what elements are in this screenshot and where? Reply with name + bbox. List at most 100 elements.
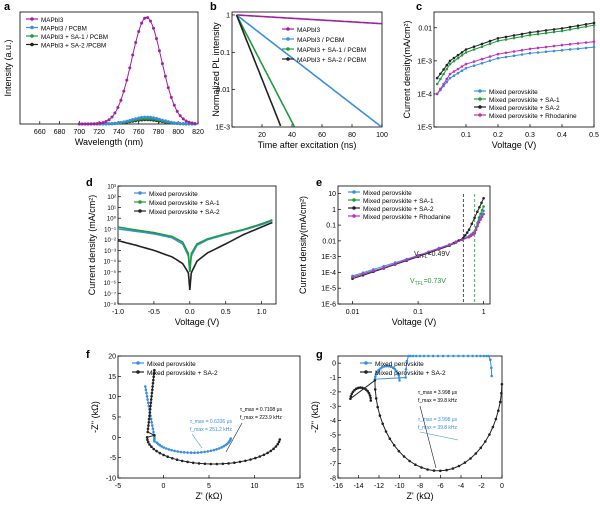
legend-entry: Mixed perovskite	[489, 89, 538, 96]
data-point	[186, 451, 189, 454]
data-point	[482, 354, 486, 358]
y-tick-label: 0.01	[216, 87, 230, 94]
data-point	[504, 55, 508, 59]
series-MAPbI3	[236, 14, 382, 25]
data-point	[411, 354, 415, 358]
legend-entry: Mixed perovskite + SA-1	[149, 200, 220, 207]
data-point	[464, 48, 468, 51]
data-point	[454, 241, 458, 244]
data-point	[134, 41, 138, 44]
data-point	[217, 447, 221, 450]
y-tick-label: 1E-3	[417, 58, 432, 65]
data-point	[467, 235, 471, 239]
data-point	[404, 368, 408, 371]
data-point	[148, 408, 152, 411]
data-point	[181, 122, 185, 126]
data-point	[480, 42, 484, 46]
annotation-freq: f_max = 223.9 kHz	[240, 415, 282, 421]
panel-label-f: f	[86, 349, 90, 361]
annotation-freq: f_max = 39.8 kHz	[418, 425, 458, 431]
panel-b-frame	[231, 11, 383, 128]
data-point	[277, 440, 281, 444]
data-point	[122, 120, 126, 124]
vtfl-value: =0.73V	[424, 278, 447, 285]
data-point	[169, 95, 173, 99]
data-point	[359, 386, 362, 389]
data-point	[464, 62, 468, 66]
x-axis-label: Voltage (V)	[175, 317, 220, 327]
x-tick-label: 15	[296, 483, 304, 490]
x-tick-label: 60	[318, 132, 326, 139]
data-point	[162, 446, 166, 449]
data-point	[125, 119, 129, 123]
data-point	[448, 76, 452, 80]
data-point	[552, 28, 556, 31]
x-tick-label: 0.01	[346, 309, 360, 316]
series-Mixed-perovskite-SA-2	[117, 221, 273, 291]
legend-entry: Mixed perovskite + SA-2	[147, 370, 218, 377]
data-point	[147, 417, 151, 421]
data-point	[448, 59, 452, 63]
data-point	[536, 30, 540, 33]
data-point	[172, 103, 176, 107]
data-point	[448, 72, 452, 76]
data-point	[274, 445, 278, 448]
data-point	[568, 25, 572, 29]
data-point	[179, 450, 183, 454]
data-point	[512, 36, 516, 40]
data-point	[488, 59, 492, 62]
data-point	[145, 436, 149, 439]
x-tick-label: -12	[374, 483, 384, 490]
legend-marker	[30, 25, 34, 30]
x-tick-label: -10	[394, 483, 404, 490]
panel-d: d -1.0 -0.5 0.0 0.5 1.0 10³ 10² 10¹ 10⁰ 10⁻¹ 10⁻² 10…	[86, 177, 277, 327]
x-tick-label: 0.1	[461, 132, 471, 139]
data-point	[437, 247, 441, 250]
series-MAPbI3-SA-1-PCBM	[235, 14, 296, 127]
data-point	[592, 21, 596, 25]
data-point	[146, 430, 149, 434]
data-point	[146, 115, 150, 119]
data-point	[464, 66, 468, 70]
data-point	[155, 449, 158, 453]
y-tick-label: -5	[330, 432, 336, 439]
data-point	[155, 37, 158, 41]
legend-entry: Mixed perovskite + SA-2	[149, 209, 220, 216]
data-point	[169, 120, 173, 124]
data-point	[153, 368, 156, 372]
vtfl-subscript: TFL	[419, 254, 428, 260]
data-point	[190, 121, 194, 125]
legend-entry: MAPbI3 / PCBM	[297, 37, 344, 44]
data-point	[148, 414, 151, 418]
data-point	[244, 459, 247, 463]
data-point	[182, 451, 186, 454]
legend-entry: MAPbI3 + SA-2 / PCBM	[297, 57, 366, 64]
legend-entry: Mixed perovskite + SA-2	[363, 206, 434, 213]
data-point	[151, 385, 154, 388]
data-point	[420, 466, 423, 469]
data-point	[379, 367, 382, 370]
data-point	[520, 32, 524, 36]
data-point	[368, 394, 372, 397]
data-point	[469, 234, 473, 238]
data-point	[457, 354, 460, 358]
vtfl-annotation: VTFL=0.73V	[410, 278, 446, 287]
x-tick-label: 760	[133, 129, 145, 136]
data-point	[439, 72, 442, 76]
panel-label-b: b	[210, 1, 217, 13]
panel-e: e 0.01 0.1 1 10 1 0.1 0.01 1E-3 1E-4 1E-5 1E-6 Mixed…	[298, 177, 491, 327]
x-tick-label: 0.0	[185, 309, 195, 316]
data-point	[490, 366, 493, 370]
data-point	[576, 47, 580, 50]
series-Mixed-perovskite-SA-1	[117, 219, 273, 272]
data-point	[484, 440, 487, 443]
data-point	[180, 459, 184, 463]
legend-entry: MAPbI3 + SA-1 / PCBM	[41, 34, 108, 41]
vtfl-annotation: VTFL=0.49V	[414, 251, 450, 260]
y-tick-label: 1	[226, 12, 230, 19]
data-point	[146, 16, 150, 20]
data-point	[119, 98, 123, 102]
y-axis-label: Intensity (a.u.)	[3, 39, 13, 96]
data-point	[389, 365, 393, 369]
data-point	[536, 32, 540, 36]
